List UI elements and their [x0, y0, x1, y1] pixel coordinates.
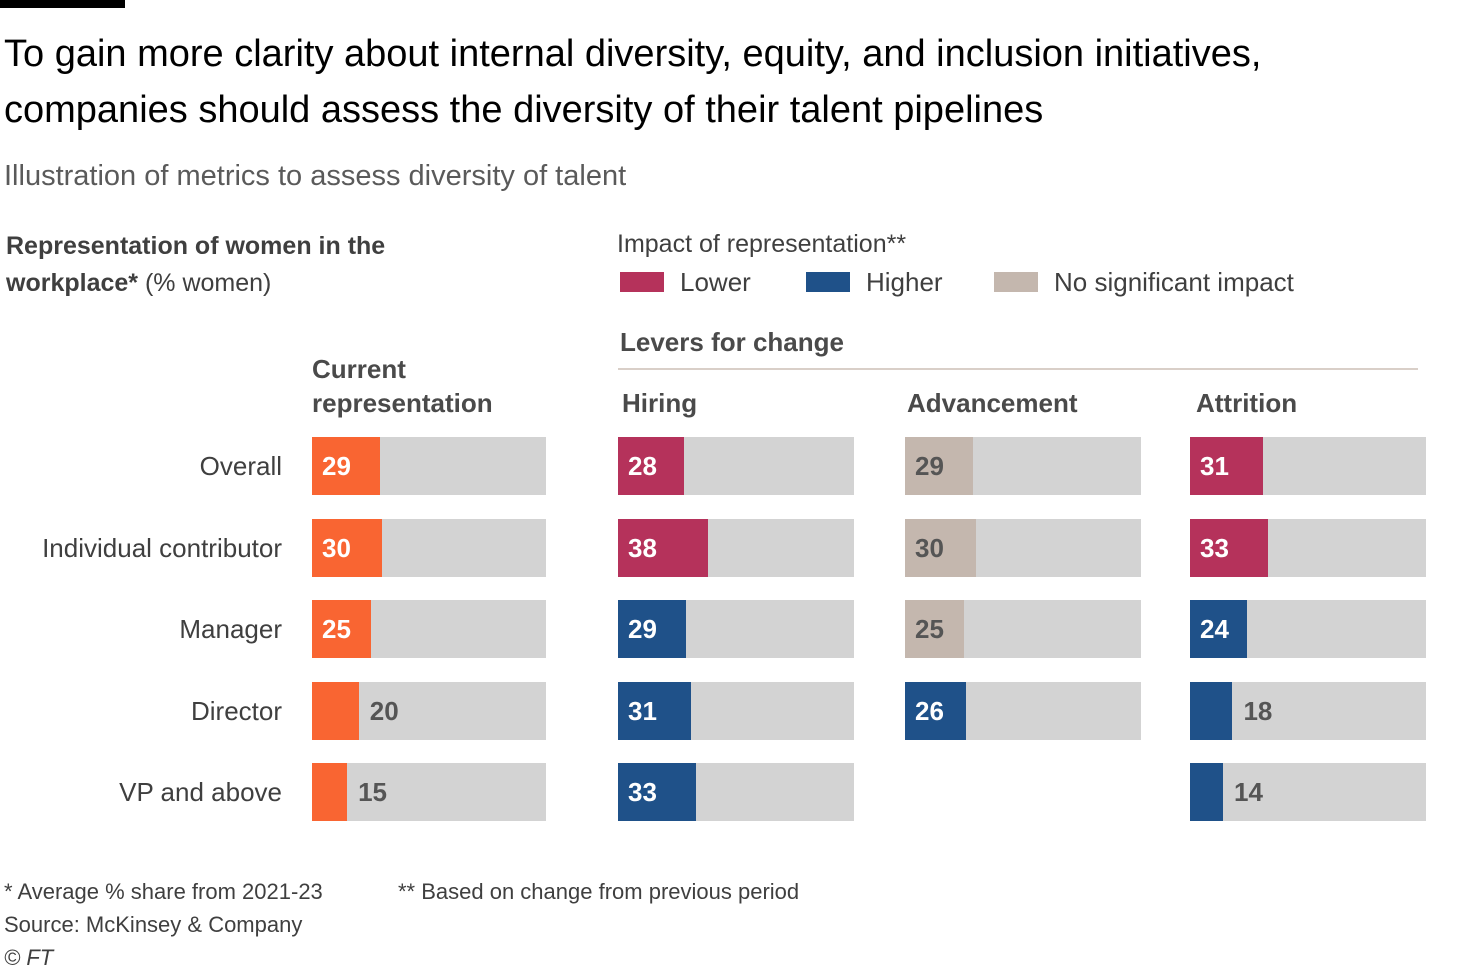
bar-advancement-individual-contributor	[905, 519, 976, 577]
column-header-current: Current representation	[312, 354, 493, 418]
value-label-attrition-director: 18	[1243, 696, 1273, 726]
value-label-attrition-individual-contributor: 33	[1200, 533, 1229, 563]
legend-item-no-impact: No significant impact	[994, 264, 1294, 300]
bar-attrition-manager	[1190, 600, 1247, 658]
bar-hiring-manager	[618, 600, 687, 658]
bar-attrition-director	[1190, 682, 1233, 740]
bar-attrition-overall	[1190, 437, 1264, 495]
bar-track-advancement-manager: 25	[905, 600, 1141, 658]
chart-title: To gain more clarity about internal dive…	[4, 33, 1262, 131]
legend-item-higher: Higher	[806, 264, 943, 300]
legend-swatch-higher	[806, 272, 850, 292]
value-label-current-overall: 29	[322, 451, 351, 481]
footnote-average: * Average % share from 2021-23	[4, 879, 323, 904]
column-header-hiring: Hiring	[622, 388, 698, 418]
bar-hiring-overall	[618, 437, 685, 495]
bar-advancement-manager	[905, 600, 964, 658]
bar-track-current-vp-and-above: 15	[312, 763, 546, 821]
value-label-hiring-director: 31	[628, 696, 657, 726]
bar-current-overall	[312, 437, 380, 495]
value-label-attrition-overall: 31	[1200, 451, 1229, 481]
value-label-advancement-individual-contributor: 30	[915, 533, 944, 563]
bar-track-advancement-director: 26	[905, 682, 1141, 740]
value-label-attrition-vp-and-above: 14	[1234, 777, 1263, 807]
levers-title: Levers for change	[620, 327, 844, 357]
bar-hiring-individual-contributor	[618, 519, 708, 577]
value-label-attrition-manager: 24	[1200, 614, 1229, 644]
column-header-advancement: Advancement	[907, 388, 1078, 418]
value-label-advancement-manager: 25	[915, 614, 944, 644]
bar-attrition-vp-and-above	[1190, 763, 1224, 821]
row-label-overall: Overall	[199, 451, 282, 481]
row-label-director: Director	[190, 696, 282, 726]
bar-advancement-overall	[905, 437, 974, 495]
copyright-note: © FT	[4, 945, 54, 970]
column-header-attrition: Attrition	[1196, 388, 1298, 418]
row-label-manager: Manager	[179, 614, 282, 644]
value-label-hiring-individual-contributor: 38	[628, 533, 657, 563]
value-label-current-vp-and-above: 15	[358, 777, 388, 807]
value-label-current-individual-contributor: 30	[322, 533, 351, 563]
bar-attrition-individual-contributor	[1190, 519, 1268, 577]
bar-hiring-vp-and-above	[618, 763, 696, 821]
value-label-hiring-vp-and-above: 33	[628, 777, 657, 807]
levers-divider	[618, 368, 1418, 370]
value-label-hiring-overall: 28	[628, 451, 657, 481]
bar-hiring-director	[618, 682, 692, 740]
legend-title: Impact of representation**	[617, 230, 907, 258]
bar-track-advancement-overall: 29	[905, 437, 1141, 495]
row-label-vp-and-above: VP and above	[119, 777, 282, 807]
legend-label-no-impact: No significant impact	[1054, 266, 1294, 297]
value-label-hiring-manager: 29	[628, 614, 657, 644]
bar-track-current-individual-contributor: 30	[312, 519, 546, 577]
bar-track-attrition-manager: 24	[1190, 600, 1426, 658]
bar-advancement-director	[905, 682, 967, 740]
bar-track-hiring-individual-contributor: 38	[618, 519, 854, 577]
bar-track-attrition-director: 18	[1190, 682, 1426, 740]
bar-current-vp-and-above	[312, 763, 348, 821]
value-label-current-director: 20	[369, 696, 399, 726]
representation-heading-bold: Representation of women in the workplace…	[6, 232, 386, 297]
representation-heading-unit: (% women)	[138, 269, 272, 297]
footnote-change: ** Based on change from previous period	[398, 879, 800, 904]
row-label-individual-contributor: Individual contributor	[42, 533, 282, 563]
bar-track-hiring-manager: 29	[618, 600, 854, 658]
legend-swatch-no-impact	[994, 272, 1038, 292]
bar-track-current-overall: 29	[312, 437, 546, 495]
bar-track-attrition-individual-contributor: 33	[1190, 519, 1426, 577]
brand-top-bar	[0, 0, 125, 8]
value-label-current-manager: 25	[322, 614, 351, 644]
bar-track-hiring-director: 31	[618, 682, 854, 740]
bar-current-individual-contributor	[312, 519, 383, 577]
bar-track-attrition-overall: 31	[1190, 437, 1426, 495]
bar-current-manager	[312, 600, 371, 658]
legend-label-higher: Higher	[866, 266, 943, 297]
bar-track-current-director: 20	[312, 682, 546, 740]
representation-heading: Representation of women in the workplace…	[6, 228, 466, 302]
bar-track-hiring-overall: 28	[618, 437, 854, 495]
chart-subtitle: Illustration of metrics to assess divers…	[4, 160, 627, 192]
legend-label-lower: Lower	[680, 266, 751, 297]
bar-track-attrition-vp-and-above: 14	[1190, 763, 1426, 821]
bar-track-current-manager: 25	[312, 600, 546, 658]
bar-current-director	[312, 682, 359, 740]
bar-track-advancement-individual-contributor: 30	[905, 519, 1141, 577]
legend-item-lower: Lower	[620, 264, 751, 300]
value-label-advancement-overall: 29	[915, 451, 944, 481]
legend-swatch-lower	[620, 272, 664, 292]
value-label-advancement-director: 26	[915, 696, 944, 726]
bar-track-hiring-vp-and-above: 33	[618, 763, 854, 821]
source-note: Source: McKinsey & Company	[4, 912, 303, 937]
